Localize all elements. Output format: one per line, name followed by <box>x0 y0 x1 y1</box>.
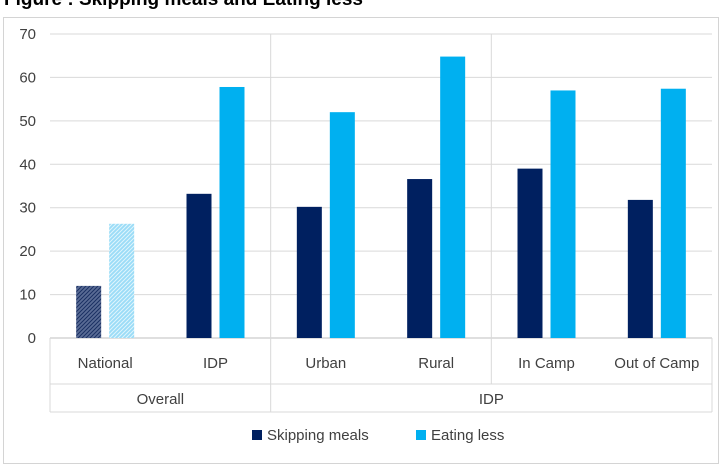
bar-eating-less-in-camp <box>550 90 576 338</box>
category-label: Rural <box>418 355 454 372</box>
category-label: Out of Camp <box>614 355 699 372</box>
bar-skipping-meals-urban <box>296 206 322 338</box>
bar-eating-less-national <box>109 223 135 338</box>
y-tick-label: 60 <box>19 69 36 86</box>
y-tick-label: 10 <box>19 287 36 304</box>
category-label: Urban <box>305 355 346 372</box>
bar-eating-less-urban <box>329 112 355 339</box>
chart-title: Figure : Skipping meals and Eating less <box>4 0 363 11</box>
legend-label-eating-less: Eating less <box>431 427 504 444</box>
y-tick-label: 50 <box>19 113 36 130</box>
bar-skipping-meals-national <box>76 285 102 338</box>
bar-eating-less-idp <box>219 86 245 339</box>
group-label: Overall <box>137 391 185 408</box>
legend-label-skipping-meals: Skipping meals <box>267 427 369 444</box>
y-tick-label: 20 <box>19 243 36 260</box>
y-tick-label: 30 <box>19 200 36 217</box>
group-label: IDP <box>479 391 504 408</box>
bar-skipping-meals-idp <box>186 193 212 338</box>
legend-swatch-eating-less <box>416 430 426 440</box>
category-label: IDP <box>203 355 228 372</box>
bar-skipping-meals-rural <box>407 179 433 338</box>
y-tick-label: 40 <box>19 156 36 173</box>
y-tick-label: 70 <box>19 26 36 43</box>
y-tick-label: 0 <box>28 330 36 347</box>
chart-frame <box>3 17 719 464</box>
category-label: National <box>78 355 133 372</box>
bar-skipping-meals-in-camp <box>517 168 543 338</box>
legend-swatch-skipping-meals <box>252 430 262 440</box>
bar-eating-less-out-of-camp <box>660 88 686 338</box>
bar-skipping-meals-out-of-camp <box>627 199 653 338</box>
bar-eating-less-rural <box>440 56 466 338</box>
category-label: In Camp <box>518 355 575 372</box>
